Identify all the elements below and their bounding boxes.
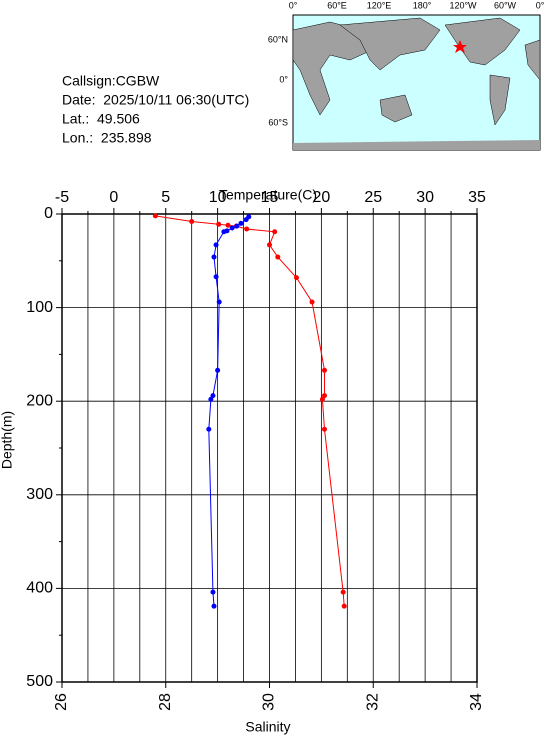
data-point [267,242,272,248]
map-tick-label: 60°E [327,0,347,10]
land [489,74,511,126]
data-point [321,367,327,373]
data-point [225,222,231,228]
data-point [206,426,212,432]
y-tick-label: 0 [44,205,53,222]
land [339,17,441,71]
x-tick-label: 35 [468,189,486,206]
data-point [234,223,240,229]
x-tick-label: 10 [209,189,227,206]
x2-tick-label: 34 [468,693,485,711]
x2-tick-label: 28 [157,693,174,711]
land [293,140,540,150]
data-point [321,393,327,399]
station-marker [453,40,467,53]
x-tick-label: 0 [109,189,118,206]
data-point [216,299,222,305]
x2-tick-label: 30 [261,693,278,711]
y-tick-label: 500 [26,673,53,690]
profile-line [155,215,345,607]
y-axis-title: Depth(m) [0,411,15,469]
data-point [213,242,219,248]
x-tick-label: 15 [261,189,279,206]
data-point [275,254,281,260]
land [524,39,541,81]
data-point [243,217,249,223]
map-tick-label: 180° [413,0,432,10]
data-point [152,213,158,219]
map-tick-label: 60°W [494,0,517,10]
data-point [244,226,250,232]
data-point [210,589,216,595]
data-point [221,229,227,235]
data-point [213,274,219,280]
data-point [341,603,347,609]
station-info: Callsign:CGBW [62,73,160,89]
x-axis-title: Temperature(C) [219,187,317,203]
map-tick-label: 0° [279,74,288,84]
x-tick-label: 25 [364,189,382,206]
x-tick-label: -5 [55,189,69,206]
y-tick-label: 400 [26,580,53,597]
y-tick-label: 200 [26,392,53,409]
x-tick-label: 20 [312,189,330,206]
data-point [238,220,244,226]
data-point [293,275,299,281]
map-tick-label: 60°N [268,34,288,44]
data-point [272,229,278,235]
x2-tick-label: 32 [364,693,381,711]
map [292,14,541,151]
data-point [211,603,217,609]
data-point [340,589,346,595]
data-point [211,254,217,260]
x2-tick-label: 26 [53,693,70,711]
x2-axis-title: Salinity [245,719,290,735]
station-info: Date: 2025/10/11 06:30(UTC) [62,92,249,108]
data-point [309,299,315,305]
data-point [208,396,214,402]
data-point [216,221,222,227]
land [379,94,413,123]
map-tick-label: 120°E [367,0,392,10]
x-tick-label: 30 [416,189,434,206]
data-point [215,367,221,373]
data-point [189,218,195,224]
data-point [210,393,216,399]
station-info: Lat.: 49.506 [62,111,140,127]
map-tick-label: 0° [289,0,298,10]
x-tick-label: 5 [161,189,170,206]
data-point [321,426,327,432]
map-tick-label: 0° [536,0,545,10]
map-tick-label: 120°W [449,0,477,10]
map-tick-label: 60°S [268,117,288,127]
y-tick-label: 100 [26,299,53,316]
station-info: Lon.: 235.898 [62,130,152,146]
data-point [319,396,325,402]
data-point [229,225,235,231]
y-tick-label: 300 [26,486,53,503]
